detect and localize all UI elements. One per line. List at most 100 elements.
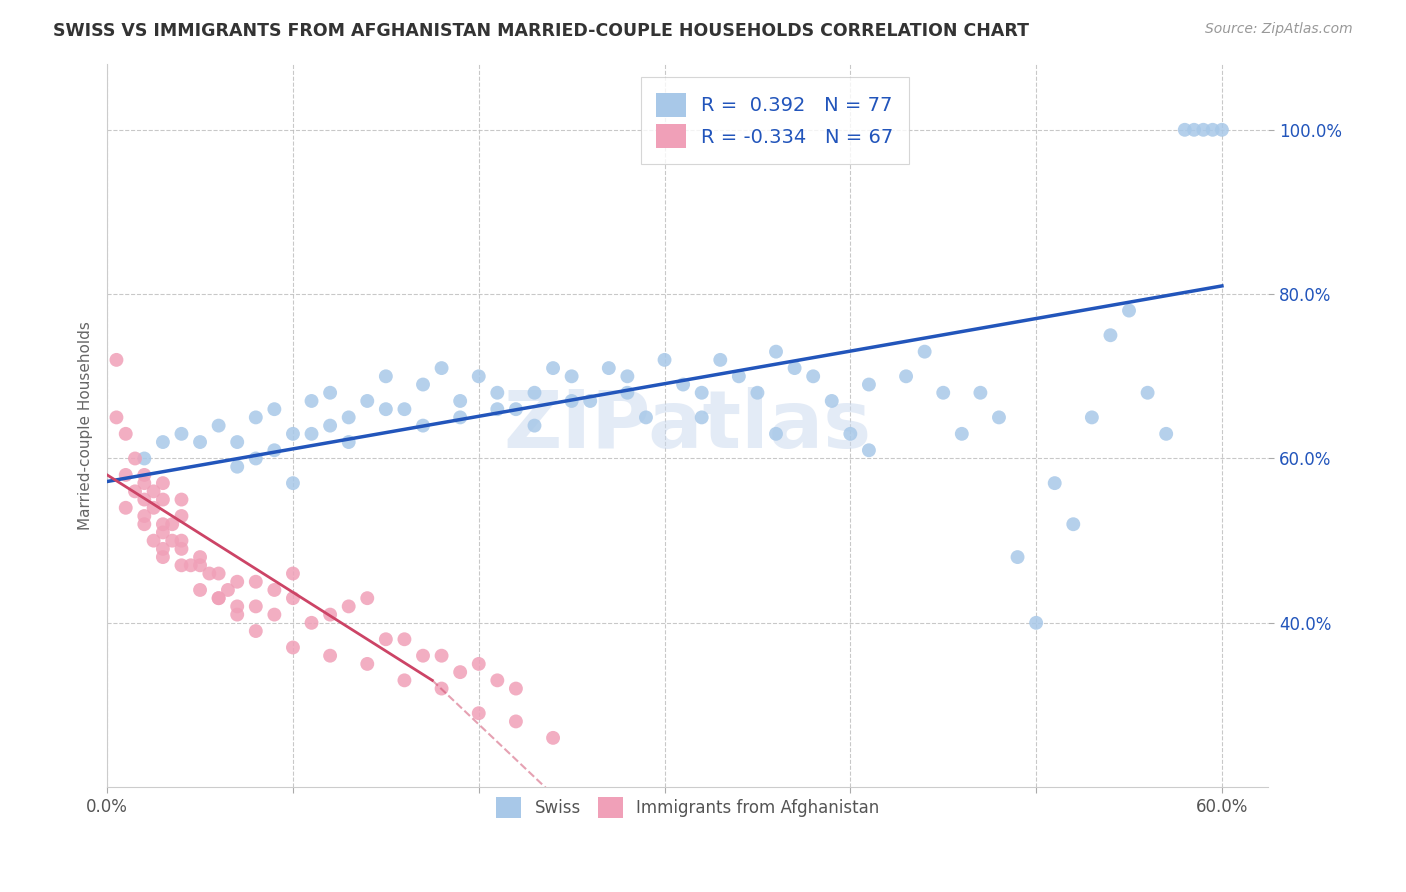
Point [1211, 123, 1233, 137]
Text: ZIPatlas: ZIPatlas [503, 386, 872, 465]
Point [801, 369, 824, 384]
Point [523, 418, 546, 433]
Point [765, 344, 787, 359]
Point [449, 410, 471, 425]
Point [672, 377, 695, 392]
Point [894, 369, 917, 384]
Point [208, 591, 231, 606]
Point [1201, 123, 1223, 137]
Point [170, 533, 193, 548]
Point [1118, 303, 1140, 318]
Point [728, 369, 751, 384]
Point [616, 369, 638, 384]
Point [281, 476, 304, 491]
Point [654, 352, 676, 367]
Point [281, 591, 304, 606]
Point [226, 599, 249, 614]
Point [914, 344, 936, 359]
Legend: Swiss, Immigrants from Afghanistan: Swiss, Immigrants from Afghanistan [488, 789, 887, 826]
Point [634, 410, 657, 425]
Point [505, 402, 527, 417]
Point [142, 500, 165, 515]
Point [226, 459, 249, 474]
Point [301, 426, 323, 441]
Point [114, 467, 136, 482]
Point [505, 681, 527, 696]
Point [319, 607, 342, 622]
Point [1081, 410, 1104, 425]
Point [281, 426, 304, 441]
Point [523, 385, 546, 400]
Point [319, 385, 342, 400]
Point [988, 410, 1011, 425]
Point [356, 591, 378, 606]
Point [319, 418, 342, 433]
Point [1099, 328, 1122, 343]
Point [217, 582, 239, 597]
Point [152, 517, 174, 532]
Point [134, 476, 156, 491]
Point [337, 435, 360, 450]
Point [337, 410, 360, 425]
Point [505, 714, 527, 729]
Point [356, 657, 378, 671]
Point [226, 607, 249, 622]
Point [374, 632, 396, 647]
Point [188, 582, 211, 597]
Point [263, 607, 285, 622]
Point [142, 484, 165, 499]
Point [969, 385, 991, 400]
Point [765, 426, 787, 441]
Point [337, 599, 360, 614]
Point [468, 706, 491, 721]
Text: SWISS VS IMMIGRANTS FROM AFGHANISTAN MARRIED-COUPLE HOUSEHOLDS CORRELATION CHART: SWISS VS IMMIGRANTS FROM AFGHANISTAN MAR… [53, 22, 1029, 40]
Point [394, 673, 416, 688]
Text: Source: ZipAtlas.com: Source: ZipAtlas.com [1205, 22, 1353, 37]
Point [105, 410, 128, 425]
Point [245, 574, 267, 589]
Point [932, 385, 955, 400]
Point [105, 352, 128, 367]
Point [561, 394, 583, 409]
Point [152, 550, 174, 565]
Point [188, 550, 211, 565]
Point [134, 451, 156, 466]
Point [134, 517, 156, 532]
Point [142, 533, 165, 548]
Point [412, 418, 434, 433]
Point [374, 369, 396, 384]
Point [394, 632, 416, 647]
Point [1025, 615, 1047, 630]
Y-axis label: Married-couple Households: Married-couple Households [79, 321, 93, 530]
Point [1043, 476, 1066, 491]
Point [1007, 550, 1029, 565]
Point [134, 508, 156, 523]
Point [170, 492, 193, 507]
Point [579, 394, 602, 409]
Point [486, 385, 509, 400]
Point [208, 566, 231, 581]
Point [124, 484, 146, 499]
Point [449, 665, 471, 680]
Point [114, 500, 136, 515]
Point [114, 426, 136, 441]
Point [561, 369, 583, 384]
Point [541, 731, 564, 745]
Point [1174, 123, 1197, 137]
Point [152, 492, 174, 507]
Point [430, 361, 453, 376]
Point [394, 402, 416, 417]
Point [468, 369, 491, 384]
Point [152, 541, 174, 556]
Point [188, 435, 211, 450]
Point [208, 591, 231, 606]
Point [839, 426, 862, 441]
Point [263, 443, 285, 458]
Point [245, 410, 267, 425]
Point [430, 681, 453, 696]
Point [281, 566, 304, 581]
Point [226, 435, 249, 450]
Point [616, 385, 638, 400]
Point [152, 435, 174, 450]
Point [468, 657, 491, 671]
